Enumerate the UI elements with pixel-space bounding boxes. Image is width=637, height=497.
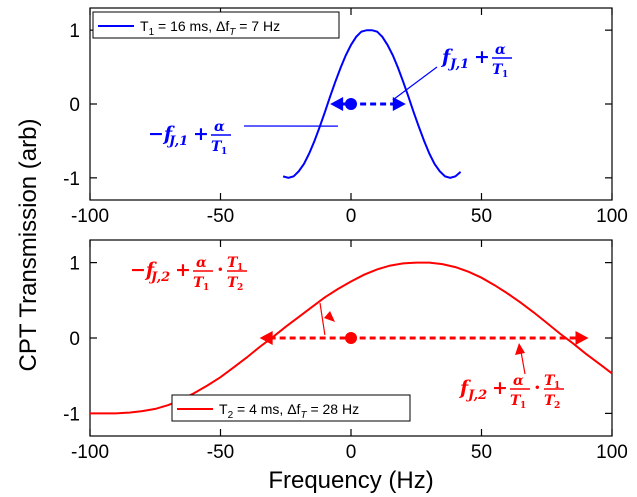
bottom-formula-num: α bbox=[196, 255, 207, 271]
top-ytick-label: 0 bbox=[69, 95, 80, 116]
bottom-formula-left: −fJ,2 + αT 1· T 1T 2 bbox=[130, 255, 247, 293]
bottom-formula-den-sub: 1 bbox=[520, 401, 526, 411]
bottom-ytick-label: 1 bbox=[69, 254, 80, 275]
top-panel: -100 -50 0 50 100-101 f J,1 + αT 1−fJ,1 + αT 1 T1 =… bbox=[63, 8, 628, 227]
top-formula-sub: J,1 bbox=[447, 57, 469, 72]
top-formula-op: + bbox=[474, 46, 490, 68]
bottom-legend-tail: = 28 Hz bbox=[307, 401, 360, 417]
top-formula-den-sub: 1 bbox=[221, 147, 227, 157]
top-xtick-label: -50 bbox=[207, 206, 234, 227]
top-formula-den-sub: 1 bbox=[502, 70, 508, 80]
bottom-ytick-label: -1 bbox=[63, 404, 80, 425]
bottom-pointer-left-head bbox=[324, 311, 335, 322]
bottom-xtick-label: 0 bbox=[346, 442, 357, 463]
top-legend: T1 = 16 ms, ΔfT = 7 Hz bbox=[93, 12, 339, 38]
top-formula-num: α bbox=[214, 119, 225, 135]
bottom-formula-right: f J,2 + αT 1· T 1T 2 bbox=[458, 373, 564, 411]
bottom-pointer-right-head bbox=[515, 343, 525, 355]
top-xtick-label: 100 bbox=[596, 206, 628, 227]
top-formula-sub: J,1 bbox=[166, 134, 188, 149]
bottom-xtick-label: -50 bbox=[207, 442, 234, 463]
bottom-legend: T2 = 4 ms, ΔfT = 28 Hz bbox=[172, 395, 410, 421]
bottom-formula-op: + bbox=[175, 259, 191, 281]
top-xtick-label: -100 bbox=[71, 206, 109, 227]
bottom-formula-den2-sub: 2 bbox=[554, 401, 560, 411]
top-center-marker bbox=[345, 98, 357, 110]
top-range-arrowhead-left bbox=[330, 97, 343, 111]
top-ytick-label: 1 bbox=[69, 21, 80, 42]
bottom-xtick-label: 100 bbox=[596, 442, 628, 463]
bottom-legend-rest: = 4 ms, Δf bbox=[233, 401, 300, 417]
bottom-ytick-label: 0 bbox=[69, 329, 80, 350]
top-ytick-label: -1 bbox=[63, 169, 80, 190]
bottom-center-marker bbox=[345, 332, 357, 344]
bottom-annotations: −fJ,2 + αT 1· T 1T 2f J,2 + αT 1· T 1T 2 bbox=[130, 255, 589, 411]
top-formula-num: α bbox=[495, 42, 506, 58]
top-xtick-label: 0 bbox=[346, 206, 357, 227]
bottom-formula-sub: J,2 bbox=[465, 388, 487, 403]
x-axis-title: Frequency (Hz) bbox=[268, 467, 433, 494]
top-legend-rest: = 16 ms, Δf bbox=[154, 18, 229, 34]
bottom-pointer-left bbox=[320, 303, 325, 335]
bottom-formula-op: + bbox=[492, 377, 508, 399]
bottom-formula-sub: J,2 bbox=[148, 270, 170, 285]
bottom-xtick-label: 50 bbox=[471, 442, 492, 463]
bottom-panel: -100 -50 0 50 100-101 −fJ,2 + αT 1· T 1T 2f J,2 + αT 1… bbox=[63, 240, 628, 494]
top-xtick-label: 50 bbox=[471, 206, 492, 227]
top-formula-right: f J,1 + αT 1 bbox=[440, 42, 512, 80]
bottom-range-arrowhead-right bbox=[576, 331, 589, 345]
bottom-formula-dot: · bbox=[534, 377, 541, 399]
top-ticks: -100 -50 0 50 100 -1 0 1 bbox=[63, 8, 628, 227]
top-formula-op: + bbox=[193, 123, 209, 145]
y-axis-title: CPT Transmission (arb) bbox=[15, 119, 42, 372]
bottom-formula-num: α bbox=[513, 373, 524, 389]
bottom-formula-den2-sub: 2 bbox=[237, 283, 243, 293]
top-legend-tail: = 7 Hz bbox=[235, 18, 280, 34]
bottom-formula-dot: · bbox=[217, 259, 224, 281]
bottom-xtick-label: -100 bbox=[71, 442, 109, 463]
bottom-formula-den-sub: 1 bbox=[203, 283, 209, 293]
top-formula-left: −fJ,1 + αT 1 bbox=[148, 119, 231, 157]
